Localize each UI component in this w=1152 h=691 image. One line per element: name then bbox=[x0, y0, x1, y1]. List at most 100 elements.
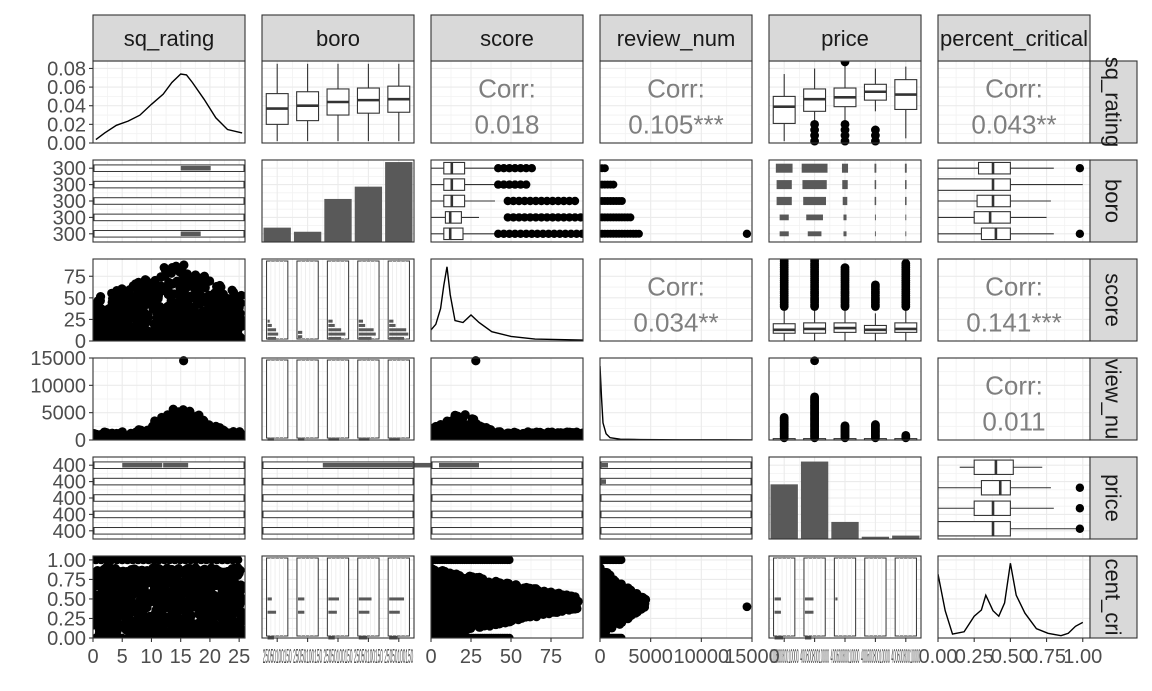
sq-score-point bbox=[234, 332, 244, 341]
score-by-boro-hist-facet-bar bbox=[267, 336, 277, 340]
sq-score-point bbox=[195, 299, 205, 309]
price-boro-tile bbox=[905, 214, 907, 221]
score-review-point bbox=[546, 434, 557, 440]
sq-by-price-hist-facet bbox=[93, 477, 245, 486]
sq-score-point bbox=[156, 272, 166, 282]
sq-review-point bbox=[178, 416, 188, 426]
panel-bg bbox=[93, 61, 245, 143]
price-boro-tile bbox=[801, 163, 828, 173]
score-by-boro-hist-facet-bar bbox=[328, 323, 335, 327]
sq-score-point bbox=[178, 283, 188, 293]
sq-percent-point bbox=[162, 613, 172, 623]
sq-score-point bbox=[162, 316, 172, 326]
price-boro-tile bbox=[874, 180, 877, 190]
sq-percent-point bbox=[140, 575, 150, 585]
boro-by-price-hist-facet bbox=[262, 477, 414, 486]
sq-score-point bbox=[195, 282, 205, 292]
price-boro-tile bbox=[779, 214, 789, 221]
review-by-price-hist-facet-bar bbox=[600, 462, 608, 468]
outlier bbox=[1075, 164, 1085, 173]
sq-score-point bbox=[219, 293, 229, 303]
sq-score-point bbox=[165, 336, 175, 341]
sq-review-point bbox=[137, 428, 147, 438]
score-by-boro-hist-facet-bar bbox=[328, 328, 342, 332]
score-by-boro-hist-facet-bar bbox=[328, 319, 333, 323]
score-by-boro-hist-facet-bar bbox=[267, 319, 270, 323]
score-by-boro-hist-facet-bar bbox=[267, 332, 279, 336]
sq-score-point bbox=[123, 311, 133, 321]
review-by-price-hist-facet bbox=[600, 527, 752, 535]
sq-percent-point bbox=[212, 571, 222, 581]
boro-by-price-hist-facet bbox=[262, 527, 414, 535]
sq-percent-point bbox=[96, 615, 106, 626]
sq-percent-point bbox=[93, 590, 100, 600]
sq-score-point bbox=[227, 323, 237, 333]
review-by-price-hist-facet bbox=[600, 510, 752, 519]
sq-score-point bbox=[172, 302, 182, 313]
sq-by-boro-hist-facet bbox=[93, 180, 245, 189]
review-by-price-hist-facet bbox=[600, 477, 752, 486]
score-by-boro-hist-facet-bar bbox=[389, 328, 407, 332]
boro-by-price-hist-facet bbox=[262, 510, 414, 519]
sq-score-point bbox=[204, 290, 214, 300]
boro-count-bar bbox=[293, 231, 322, 242]
sq-by-boro-hist-facet-bar bbox=[180, 165, 211, 171]
sq-percent-point bbox=[172, 576, 182, 586]
score-by-boro-hist-facet bbox=[387, 260, 410, 340]
score-by-price-hist-facet bbox=[431, 510, 583, 519]
sq-percent-point bbox=[126, 577, 136, 587]
sq-score-point bbox=[112, 324, 123, 335]
sq-review-point bbox=[213, 423, 223, 434]
sq-by-boro-hist-facet bbox=[93, 213, 245, 222]
price-boro-tile bbox=[904, 163, 907, 173]
score-by-boro-hist-facet-bar bbox=[358, 336, 372, 340]
percent-by-price-box bbox=[980, 480, 1011, 496]
score-by-boro-hist-facet bbox=[296, 260, 319, 340]
score-by-boro-hist-facet-bar bbox=[358, 328, 374, 332]
outlier bbox=[810, 119, 819, 129]
sq-review-point bbox=[194, 410, 204, 420]
sq-percent-point bbox=[187, 582, 197, 592]
sq-review-point bbox=[179, 434, 189, 440]
sq-review-point bbox=[93, 433, 102, 440]
percent-by-boro-box bbox=[937, 178, 1011, 191]
score-by-price-hist-facet bbox=[431, 527, 583, 535]
percent-by-boro-hist-facet bbox=[387, 557, 410, 637]
price-boro-tile bbox=[841, 163, 849, 173]
sq-percent-point bbox=[193, 570, 203, 580]
sq-score-point bbox=[166, 323, 176, 333]
sq-by-price-hist-facet-bar bbox=[163, 462, 189, 468]
sq-score-point bbox=[184, 292, 194, 302]
panel-bg bbox=[938, 556, 1090, 638]
outlier bbox=[600, 164, 609, 173]
sq-percent-point bbox=[201, 579, 211, 589]
outlier bbox=[871, 420, 880, 429]
score-by-price-hist-facet-bar bbox=[439, 462, 479, 468]
score-by-boro-hist-facet-bar bbox=[328, 332, 346, 336]
sq-percent-point bbox=[96, 599, 106, 609]
sq-percent-point bbox=[194, 623, 205, 633]
score-review-point bbox=[465, 426, 475, 436]
sq-score-point bbox=[167, 279, 177, 289]
price-boro-tile bbox=[905, 180, 907, 190]
sq-review-point bbox=[198, 424, 208, 434]
score-review-point bbox=[537, 434, 547, 440]
review-by-boro-hist-facet bbox=[387, 359, 410, 439]
sq-score-point bbox=[174, 330, 185, 340]
percent-by-boro-hist-facet-bar bbox=[328, 597, 339, 601]
score-by-price-hist-facet bbox=[431, 494, 583, 502]
price-boro-tile bbox=[843, 214, 847, 221]
price-boro-tile bbox=[807, 231, 822, 237]
sq-score-point bbox=[140, 287, 150, 297]
score-by-boro-box bbox=[443, 178, 466, 191]
price-boro-tile bbox=[776, 196, 792, 206]
score-by-boro-box bbox=[443, 227, 464, 241]
sq-by-price-hist-facet bbox=[93, 494, 245, 502]
score-by-boro-hist-facet-bar bbox=[358, 332, 376, 336]
score-review-point bbox=[469, 414, 479, 424]
score-by-boro-hist-facet-bar bbox=[297, 335, 303, 339]
score-review-point bbox=[456, 415, 466, 425]
sq-score-point bbox=[149, 277, 159, 287]
boro-by-price-hist-facet bbox=[262, 494, 414, 502]
